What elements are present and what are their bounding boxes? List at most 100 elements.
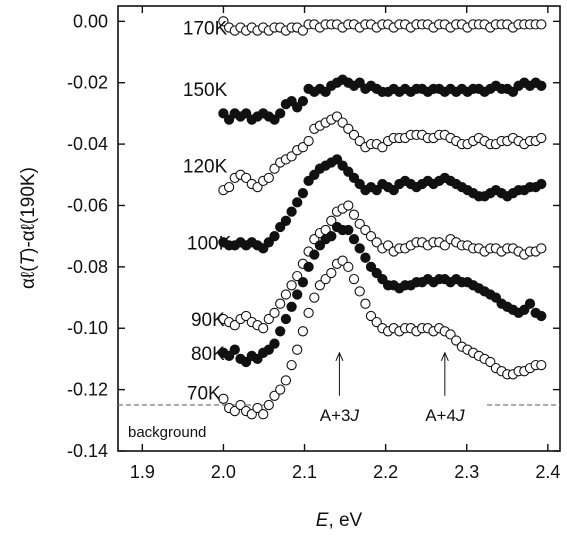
data-point <box>258 323 269 334</box>
data-point <box>297 188 309 199</box>
data-point <box>451 335 462 346</box>
data-point <box>246 409 257 420</box>
x-axis-title: E, eV <box>316 510 363 531</box>
data-point <box>337 255 348 266</box>
data-point <box>354 77 365 88</box>
data-point <box>348 273 360 285</box>
y-tick-label: 0.00 <box>73 11 108 31</box>
data-point <box>297 142 309 153</box>
data-point <box>292 102 303 113</box>
data-point <box>536 310 547 322</box>
data-point <box>240 108 252 119</box>
series-label: 120K <box>183 157 228 178</box>
data-point <box>297 277 309 288</box>
y-tick-label: -0.02 <box>67 73 108 93</box>
background-label: background <box>128 424 206 441</box>
y-tick-label: -0.08 <box>67 257 108 277</box>
data-point <box>218 393 229 404</box>
data-points <box>218 16 547 420</box>
series-label: 80K <box>191 344 225 365</box>
data-point <box>536 359 547 371</box>
data-point <box>292 289 303 300</box>
data-point <box>314 280 326 291</box>
data-point <box>263 399 274 411</box>
data-point <box>218 108 229 119</box>
data-point <box>280 289 292 300</box>
data-point <box>348 209 360 220</box>
data-point <box>536 132 547 144</box>
y-tick-label: -0.12 <box>67 380 108 400</box>
data-point <box>309 292 320 303</box>
series-label: 90K <box>191 310 225 331</box>
data-point <box>286 206 297 217</box>
x-tick-label: 2.2 <box>373 462 398 482</box>
data-point <box>286 359 297 371</box>
x-tick-label: 1.9 <box>130 462 155 482</box>
data-point <box>292 344 303 355</box>
data-point <box>303 261 314 273</box>
annotation-arrows: A+3J A+4J <box>320 351 465 425</box>
data-point <box>252 402 263 414</box>
y-tick-label: -0.14 <box>67 441 108 461</box>
annotation-label: A+4J <box>425 406 465 425</box>
data-point <box>524 298 536 309</box>
data-point <box>360 298 371 309</box>
data-point <box>229 344 240 355</box>
data-point <box>286 301 297 312</box>
data-point <box>343 224 354 236</box>
x-tick-label: 2.0 <box>211 462 236 482</box>
data-point <box>354 135 365 147</box>
data-point <box>269 114 280 125</box>
data-point <box>536 19 547 30</box>
arrow-head <box>440 351 449 361</box>
data-point <box>263 172 274 184</box>
data-point <box>343 166 354 177</box>
data-point <box>303 135 314 147</box>
y-axis-title: αℓ(T)-αℓ(190K) <box>18 167 39 289</box>
data-point <box>223 114 235 125</box>
data-point <box>223 181 235 193</box>
data-point <box>275 298 286 309</box>
y-tick-label: -0.10 <box>67 318 108 338</box>
data-point <box>258 409 269 420</box>
plot-frame <box>117 5 561 452</box>
data-point <box>269 307 280 319</box>
x-tick-label: 2.1 <box>292 462 317 482</box>
data-point <box>348 234 360 245</box>
data-point <box>326 231 337 242</box>
data-point <box>360 252 371 263</box>
data-point <box>337 117 348 128</box>
data-point <box>309 249 320 260</box>
series-label: 70K <box>187 384 221 405</box>
data-point <box>280 375 292 386</box>
data-point <box>354 243 365 254</box>
data-point <box>536 178 547 190</box>
data-point <box>269 163 280 174</box>
data-point <box>218 16 229 27</box>
data-point <box>275 326 286 337</box>
x-tick-label: 2.3 <box>454 462 479 482</box>
data-point <box>280 313 292 325</box>
x-tick-label: 2.4 <box>535 462 560 482</box>
data-point <box>292 197 303 208</box>
data-point <box>229 320 240 331</box>
data-point <box>536 243 547 254</box>
data-point <box>536 80 547 91</box>
axis-ticks: 1.9 2.0 2.1 2.2 2.3 2.4 0.00 -0.02 -0.04 -0.06 -0.… <box>67 6 560 482</box>
data-point <box>269 390 280 401</box>
data-point <box>377 142 388 153</box>
data-point <box>297 25 309 36</box>
data-point <box>303 307 314 319</box>
series-label: 100K <box>187 233 232 254</box>
data-point <box>252 181 263 193</box>
y-tick-label: -0.06 <box>67 195 108 215</box>
data-point <box>354 286 365 297</box>
data-point <box>314 240 326 251</box>
data-point <box>326 267 337 279</box>
data-point <box>297 95 309 107</box>
annotation-label: A+3J <box>320 406 360 425</box>
data-point <box>343 261 354 273</box>
arrow-head <box>335 351 344 361</box>
data-point <box>377 273 388 285</box>
